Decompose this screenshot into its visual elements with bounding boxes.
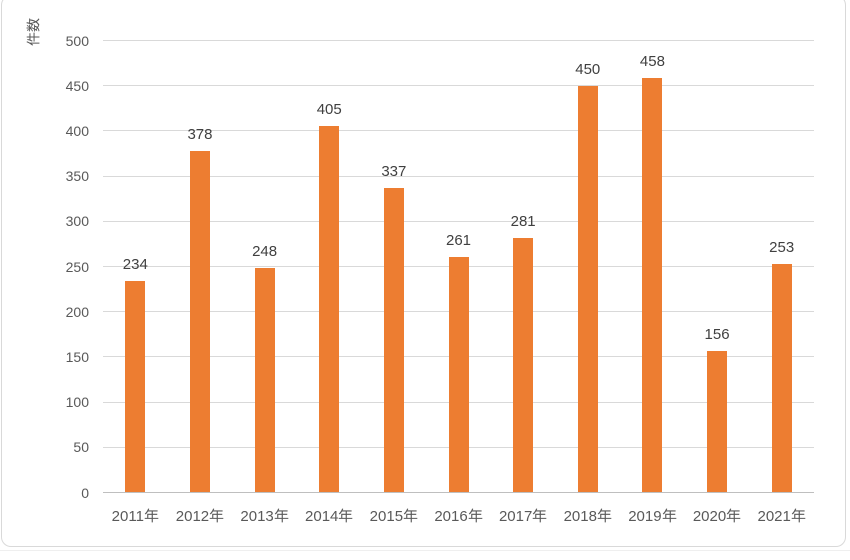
y-tick-label-400: 400: [65, 122, 89, 139]
x-tick-label-2011年: 2011: [90, 508, 180, 526]
value-label-2011年: 234: [122, 255, 148, 273]
cjk-char-年: [791, 508, 806, 523]
gridline-300: [103, 220, 814, 222]
value-label-2014年: 405: [316, 101, 342, 119]
y-axis-title: [25, 18, 41, 46]
cjk-char-年: [403, 508, 418, 523]
value-label-2020年: 156: [704, 326, 730, 344]
y-tick-label-350: 350: [65, 168, 89, 185]
x-axis-line: [103, 492, 814, 493]
cjk-char-年: [726, 508, 741, 523]
y-tick-label-0: 0: [81, 484, 89, 501]
x-tick-label-2018年: 2018: [543, 508, 633, 526]
y-tick-label-450: 450: [65, 77, 89, 94]
cjk-char-年: [533, 508, 547, 523]
bar-2012年: [189, 150, 210, 493]
value-label-2018年: 450: [575, 60, 601, 78]
cjk-char-年: [597, 508, 612, 523]
bar-2011年: [125, 280, 146, 493]
bar-2017年: [513, 238, 534, 493]
y-tick-label-50: 50: [73, 439, 89, 456]
bar-2020年: [707, 351, 728, 493]
cjk-char-年: [144, 508, 159, 523]
x-tick-label-2016年: 2016: [414, 508, 504, 526]
y-tick-label-300: 300: [65, 213, 89, 230]
bar-2013年: [254, 268, 275, 493]
gridline-500: [103, 40, 814, 41]
bar-2014年: [319, 126, 340, 493]
y-tick-label-100: 100: [65, 394, 89, 411]
value-label-2015年: 337: [381, 162, 407, 180]
x-tick-label-2012年: 2012: [155, 508, 245, 526]
chart-area-border: [1, 0, 846, 547]
x-tick-label-2014年: 2014: [284, 508, 374, 526]
cjk-char-数: [25, 18, 39, 32]
bar-2021年: [771, 263, 792, 493]
x-tick-label-2020年: 2020: [672, 508, 762, 526]
x-tick-label-2021年: 2021: [737, 508, 827, 526]
x-tick-label-2013年: 2013: [220, 508, 310, 526]
cjk-char-年: [209, 508, 224, 523]
x-tick-label-2019年: 2019: [607, 508, 697, 526]
worksheet-gridline: [0, 550, 850, 551]
y-tick-label-250: 250: [65, 258, 89, 275]
gridline-450: [103, 85, 814, 87]
x-tick-label-2015年: 2015: [349, 508, 439, 526]
bar-2015年: [383, 187, 404, 493]
value-label-2012年: 378: [187, 125, 213, 143]
y-tick-label-200: 200: [65, 303, 89, 320]
cjk-char-年: [662, 508, 676, 523]
y-tick-label-150: 150: [65, 348, 89, 365]
x-tick-label-2017年: 2017: [478, 508, 568, 526]
cjk-char-年: [339, 508, 353, 523]
value-label-2017年: 281: [510, 213, 536, 231]
bar-2019年: [642, 78, 663, 493]
value-label-2016年: 261: [445, 231, 472, 249]
y-tick-label-500: 500: [65, 32, 89, 49]
value-label-2013年: 248: [252, 243, 278, 261]
value-label-2019年: 458: [639, 53, 665, 71]
bar-2018年: [577, 85, 598, 493]
cjk-char-年: [468, 508, 482, 523]
gridline-400: [103, 130, 814, 132]
value-label-2021年: 253: [769, 238, 795, 256]
bar-2016年: [448, 256, 469, 493]
cjk-char-年: [274, 508, 289, 523]
gridline-350: [103, 175, 814, 177]
cjk-char-件: [25, 32, 39, 46]
